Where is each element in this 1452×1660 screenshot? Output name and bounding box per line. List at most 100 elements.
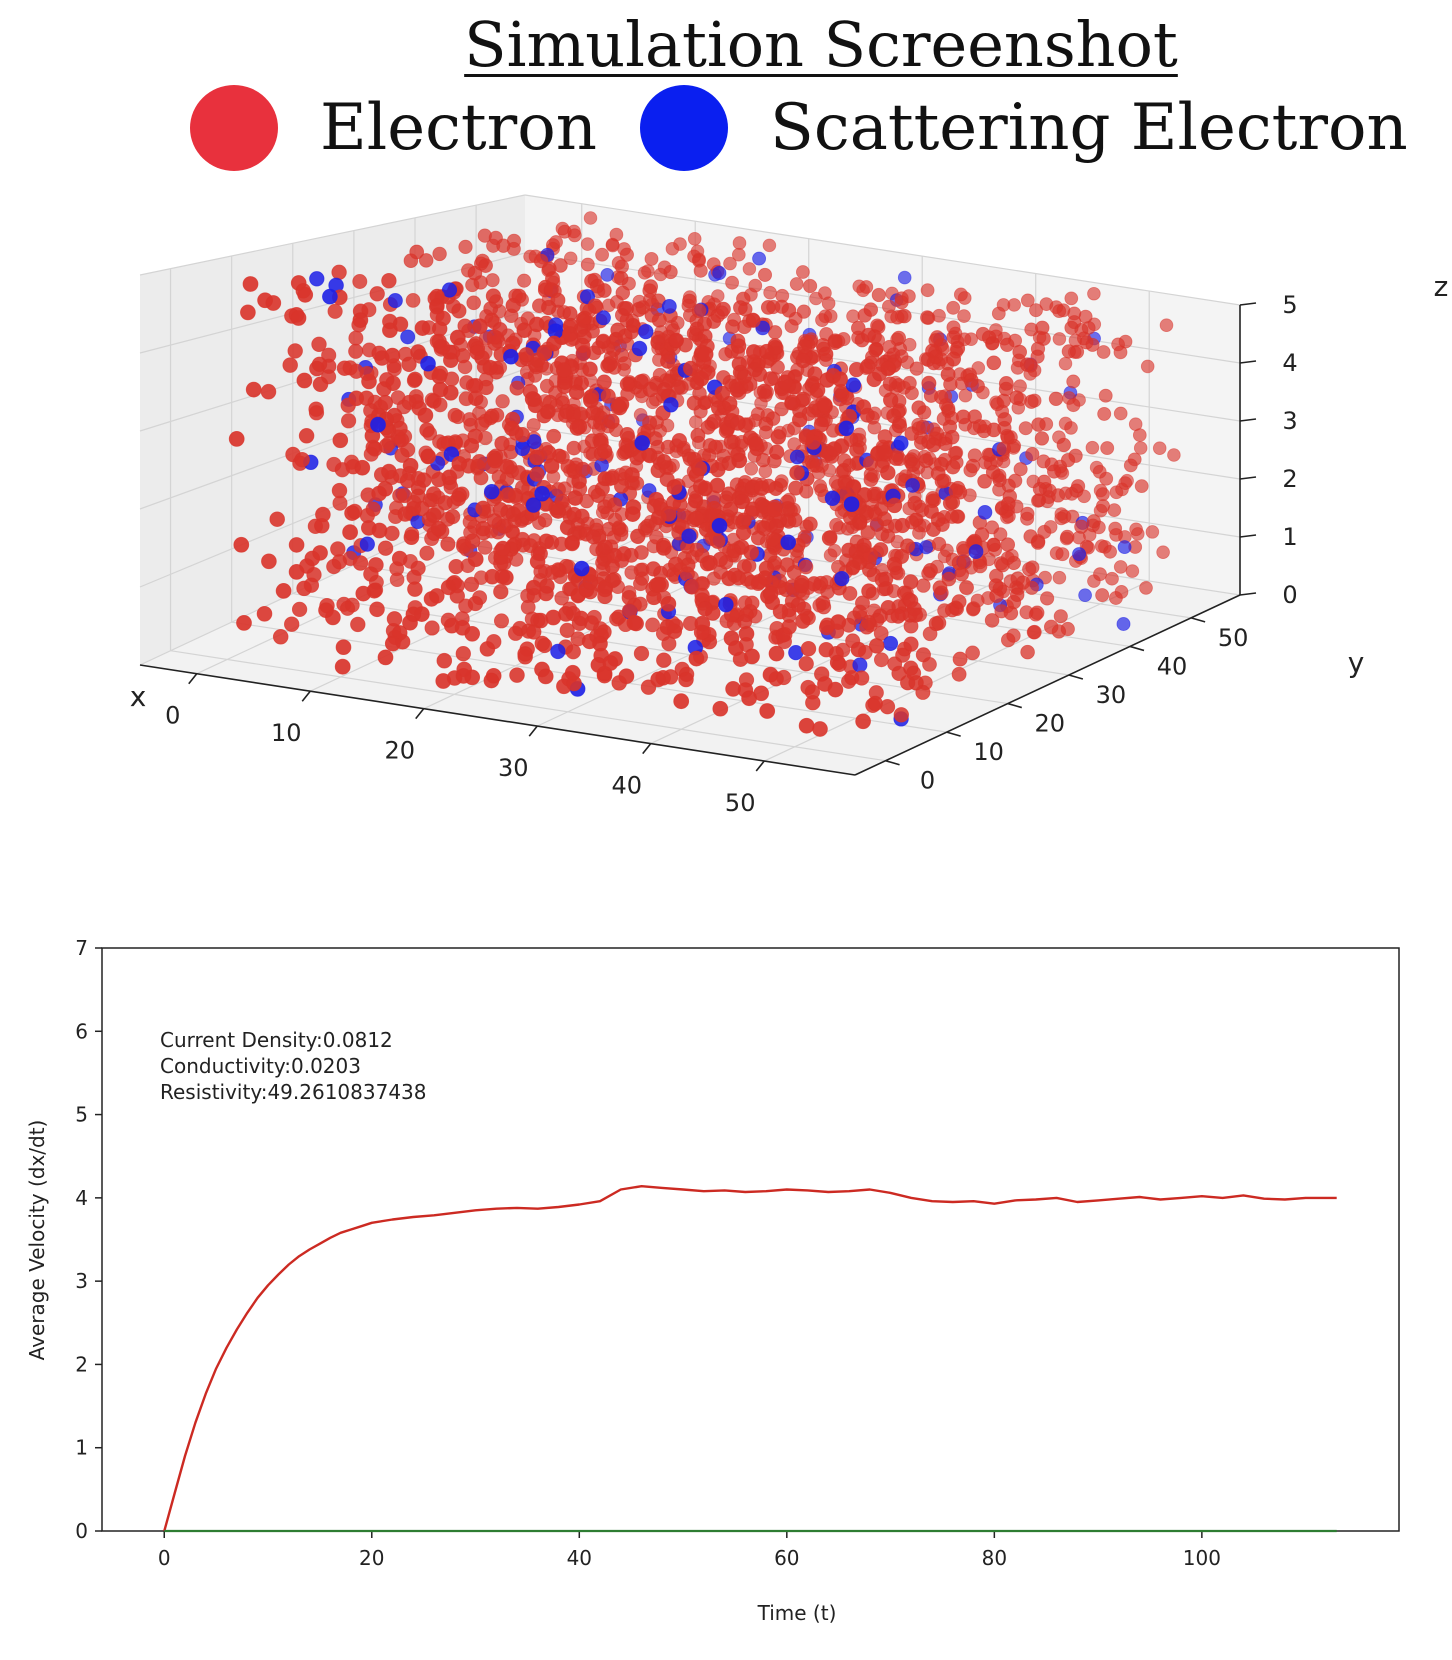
electron-point: [928, 616, 944, 632]
electron-point: [1132, 428, 1147, 442]
electron-point: [756, 383, 772, 399]
electron-point: [1086, 514, 1101, 529]
electron-point: [986, 355, 1002, 371]
electron-point: [309, 360, 325, 377]
electron-point: [607, 497, 623, 513]
electron-point: [815, 595, 831, 611]
electron-point: [416, 472, 432, 488]
y-tick-label: 0: [920, 767, 935, 795]
y-tick-mark: [1190, 617, 1206, 623]
electron-point: [440, 536, 456, 552]
electron-point: [410, 560, 426, 576]
electron-point: [816, 397, 833, 413]
electron-point: [791, 411, 808, 428]
electron-point: [641, 447, 658, 464]
x-tick-mark: [415, 708, 425, 720]
scattering-electron-point: [838, 420, 855, 437]
legend-item-scattering-electron: Scattering Electron: [640, 85, 1408, 171]
scattering-electron-point: [968, 544, 984, 560]
electron-point: [716, 370, 731, 385]
electron-point: [282, 357, 298, 373]
electron-point: [923, 388, 939, 403]
electron-point: [455, 668, 472, 684]
electron-point: [789, 464, 805, 481]
y-tick-mark: [1129, 645, 1145, 652]
x-axis-label: x: [130, 680, 147, 713]
electron-point: [466, 295, 481, 311]
electron-point: [734, 493, 750, 510]
electron-point: [432, 246, 447, 262]
y-tick-label: 40: [1157, 652, 1188, 680]
electron-point: [485, 288, 501, 304]
scattering-electron-point: [1117, 540, 1132, 555]
electron-point: [342, 524, 358, 541]
electron-point: [940, 366, 956, 382]
annotation-conductivity: Conductivity:0.0203: [160, 1054, 361, 1078]
electron-point: [344, 505, 360, 521]
electron-point: [1064, 320, 1079, 335]
electron-point: [660, 353, 676, 369]
electron-point: [477, 228, 492, 243]
electron-point: [540, 403, 556, 420]
electron-point: [965, 645, 980, 661]
electron-point: [1052, 304, 1067, 319]
z-tick-mark: [1239, 534, 1257, 538]
electron-point: [1040, 591, 1055, 606]
electron-point: [950, 509, 965, 524]
z-gridline-left: [139, 194, 526, 276]
electron-point: [381, 463, 397, 480]
electron-point: [493, 613, 510, 629]
electron-point: [505, 506, 522, 522]
scattering-electron-point: [718, 596, 734, 613]
electron-point: [597, 539, 613, 556]
electron-point: [1000, 537, 1016, 552]
scattering-electron-point: [897, 270, 912, 285]
scattering-electron-point: [526, 434, 542, 450]
electron-point: [667, 556, 684, 573]
electron-point: [854, 670, 870, 686]
electron-point: [334, 658, 351, 675]
electron-point: [769, 444, 785, 460]
electron-point: [377, 480, 394, 497]
electron-point: [860, 358, 876, 375]
electron-point: [797, 339, 813, 355]
scattering-electron-point: [638, 323, 654, 340]
electron-point: [829, 654, 846, 671]
scattering-electron-point: [843, 496, 860, 513]
electron-point: [682, 360, 699, 377]
electron-point: [525, 579, 542, 596]
electron-point: [297, 286, 314, 303]
electron-point: [762, 666, 779, 683]
electron-point: [269, 511, 285, 527]
scattering-electron-point: [634, 435, 651, 451]
electron-point: [886, 497, 903, 514]
electron-point: [455, 646, 471, 662]
electron-point: [1010, 571, 1025, 586]
scattering-electron-point: [681, 528, 697, 544]
scattering-electron-point: [573, 560, 590, 577]
electron-point: [744, 648, 760, 665]
electron-point: [545, 609, 562, 626]
electron-point: [1020, 644, 1035, 660]
electron-point: [745, 344, 762, 360]
scattering-electron-point: [780, 534, 797, 551]
electron-point: [1029, 303, 1043, 318]
electron-point: [585, 529, 601, 545]
x-tick-label: 60: [774, 1546, 799, 1570]
electron-point: [1129, 522, 1143, 537]
electron-point: [449, 329, 466, 346]
y-gridline-floor: [231, 621, 947, 733]
y-tick-mark: [1068, 674, 1084, 680]
electron-point: [963, 372, 979, 388]
electron-point: [512, 620, 528, 637]
electron-point: [760, 300, 776, 315]
electron-point: [431, 368, 448, 385]
electron-point: [753, 480, 770, 496]
x-gridline-floor: [309, 510, 696, 692]
electron-point: [394, 447, 410, 463]
electron-point: [988, 578, 1004, 594]
electron-point: [298, 428, 315, 444]
electron-point: [932, 580, 948, 596]
electron-point: [883, 392, 899, 408]
electron-point: [495, 394, 510, 409]
